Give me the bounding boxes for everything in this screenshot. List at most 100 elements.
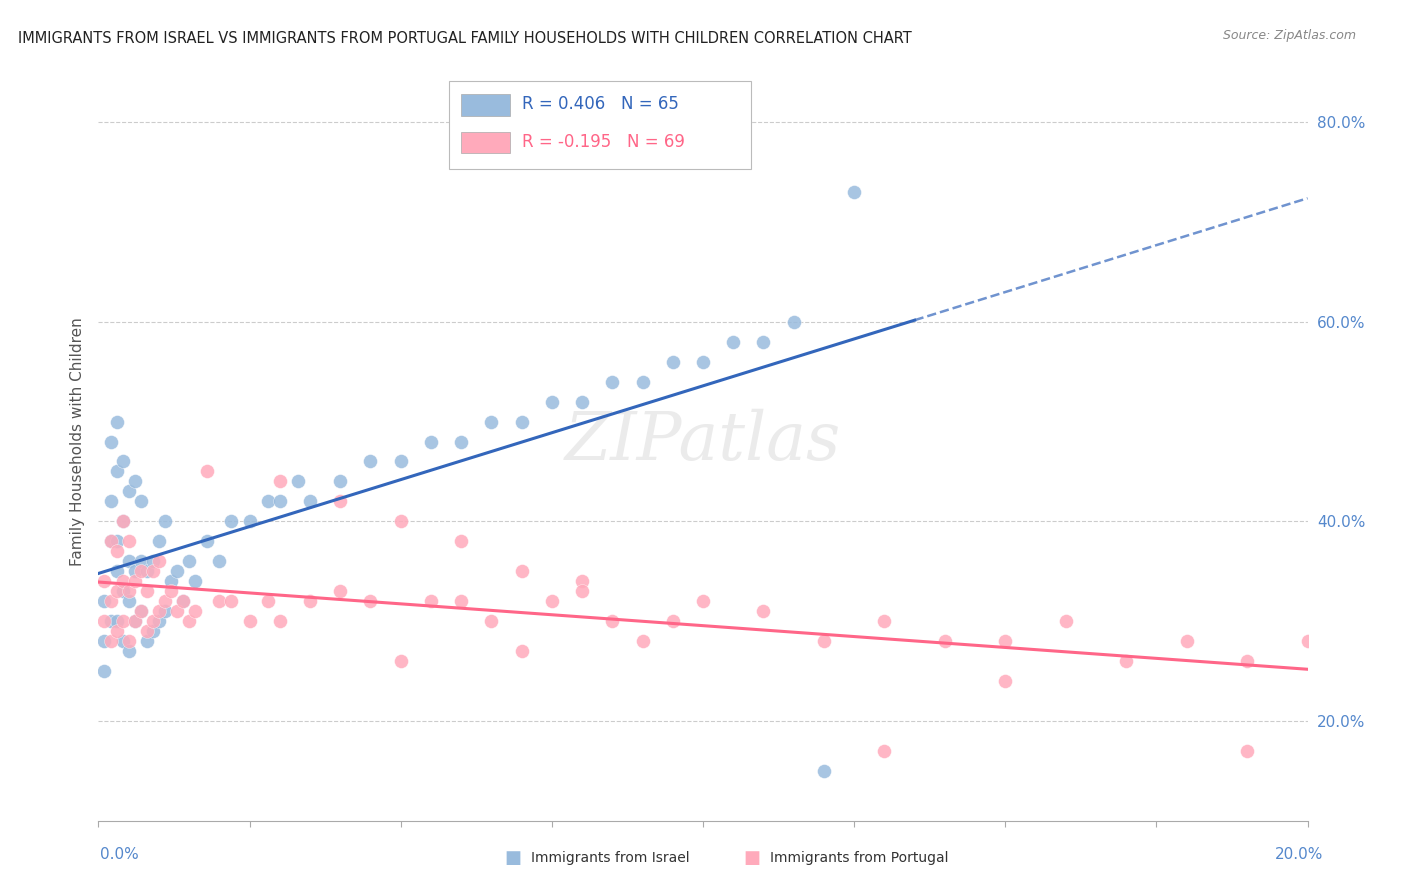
Point xyxy=(148,604,170,618)
Point xyxy=(129,554,152,568)
Point xyxy=(166,604,188,618)
Point xyxy=(129,604,152,618)
Point xyxy=(111,514,134,528)
Point xyxy=(510,644,533,658)
Point xyxy=(1236,654,1258,668)
Point xyxy=(166,564,188,578)
Point xyxy=(148,614,170,628)
Point xyxy=(93,614,115,628)
Point xyxy=(142,614,165,628)
Point xyxy=(118,534,141,549)
Point xyxy=(360,454,382,468)
Point xyxy=(692,594,714,608)
Point xyxy=(179,614,201,628)
Point xyxy=(100,614,122,628)
Point xyxy=(844,185,866,199)
Text: Immigrants from Israel: Immigrants from Israel xyxy=(531,851,690,865)
Point xyxy=(100,594,122,608)
Point xyxy=(148,534,170,549)
Point xyxy=(269,494,291,508)
Point xyxy=(481,614,503,628)
Point xyxy=(118,554,141,568)
Point xyxy=(389,654,412,668)
Text: R = -0.195   N = 69: R = -0.195 N = 69 xyxy=(522,133,685,151)
Point xyxy=(752,604,775,618)
Point xyxy=(124,574,146,589)
Point xyxy=(1236,744,1258,758)
Point xyxy=(510,564,533,578)
Point xyxy=(105,544,128,558)
Point xyxy=(450,594,472,608)
Point xyxy=(540,594,562,608)
Point xyxy=(160,574,183,589)
Point xyxy=(631,634,654,648)
Text: ■: ■ xyxy=(505,849,522,867)
Point xyxy=(105,624,128,639)
Point xyxy=(100,634,122,648)
Text: Immigrants from Portugal: Immigrants from Portugal xyxy=(770,851,949,865)
Point xyxy=(994,673,1017,688)
Point xyxy=(111,634,134,648)
Point xyxy=(135,634,157,648)
Point xyxy=(329,584,352,599)
Point xyxy=(118,644,141,658)
Point xyxy=(105,614,128,628)
Point xyxy=(994,634,1017,648)
Point xyxy=(105,534,128,549)
Point xyxy=(269,475,291,489)
Point xyxy=(813,634,835,648)
Point xyxy=(111,584,134,599)
Point xyxy=(118,594,141,608)
Point xyxy=(160,584,183,599)
Point xyxy=(287,475,309,489)
Point xyxy=(1115,654,1137,668)
Point xyxy=(111,574,134,589)
Point xyxy=(100,494,122,508)
Point xyxy=(299,594,322,608)
Point xyxy=(661,355,683,369)
Point xyxy=(195,534,218,549)
Point xyxy=(100,534,122,549)
FancyBboxPatch shape xyxy=(461,95,509,116)
Point xyxy=(389,454,412,468)
Point xyxy=(135,584,157,599)
Point xyxy=(124,475,146,489)
Point xyxy=(631,375,654,389)
Point xyxy=(129,564,152,578)
Point xyxy=(1296,634,1319,648)
Point xyxy=(602,375,624,389)
Point xyxy=(208,554,231,568)
Point xyxy=(105,564,128,578)
Point xyxy=(105,465,128,479)
Point xyxy=(540,394,562,409)
Point xyxy=(450,434,472,449)
Text: Source: ZipAtlas.com: Source: ZipAtlas.com xyxy=(1223,29,1357,42)
Point xyxy=(329,475,352,489)
Point xyxy=(661,614,683,628)
Point xyxy=(510,415,533,429)
Point xyxy=(1054,614,1077,628)
Point xyxy=(135,564,157,578)
Point xyxy=(153,594,176,608)
Point xyxy=(100,534,122,549)
Point xyxy=(934,634,956,648)
Point xyxy=(752,334,775,349)
Point xyxy=(129,494,152,508)
Point xyxy=(481,415,503,429)
Point xyxy=(93,664,115,678)
Point xyxy=(256,494,278,508)
Point xyxy=(783,315,806,329)
Point xyxy=(135,624,157,639)
Point xyxy=(172,594,194,608)
Point xyxy=(221,514,243,528)
Point xyxy=(105,584,128,599)
Point xyxy=(420,434,443,449)
Point xyxy=(142,564,165,578)
Text: 0.0%: 0.0% xyxy=(100,847,139,862)
Point xyxy=(269,614,291,628)
Point xyxy=(873,744,896,758)
Point xyxy=(172,594,194,608)
Point xyxy=(208,594,231,608)
Point xyxy=(142,554,165,568)
Point xyxy=(179,554,201,568)
